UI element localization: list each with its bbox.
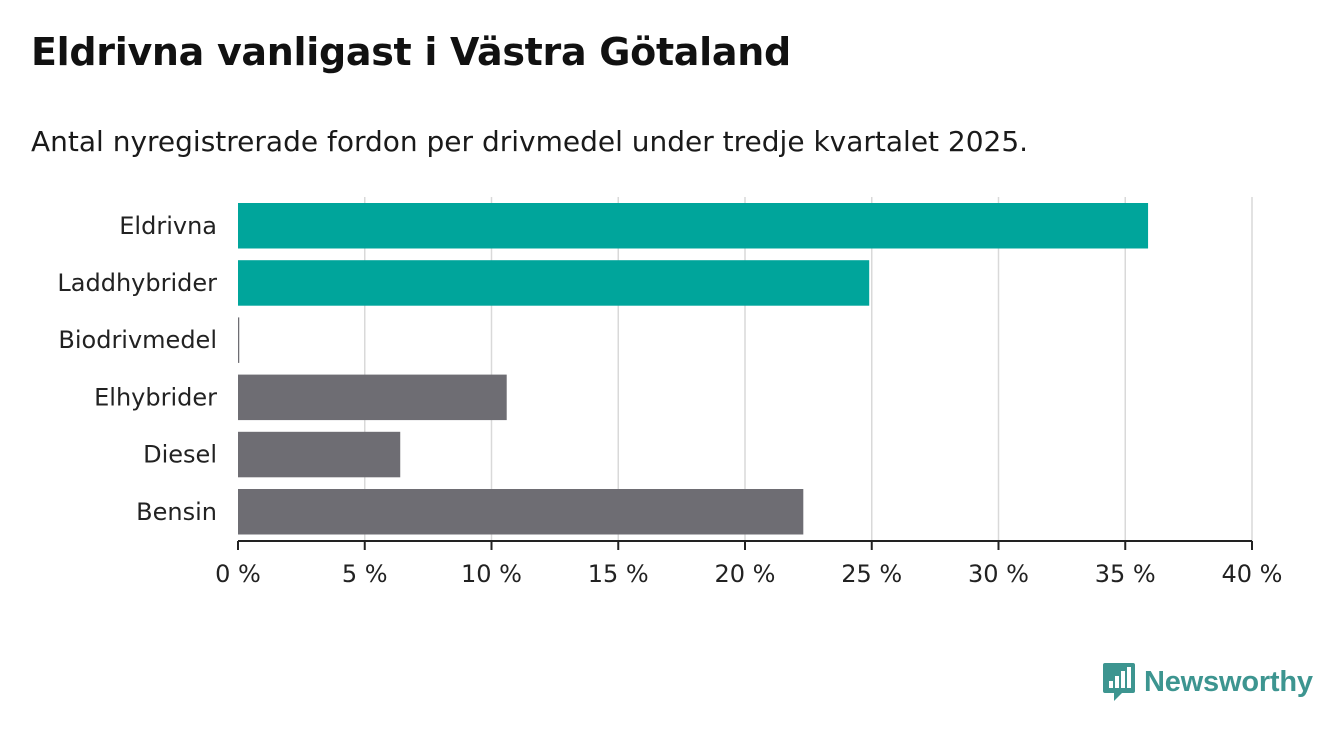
x-tick-label: 10 % [461, 560, 522, 588]
x-tick-label: 35 % [1095, 560, 1156, 588]
bar [238, 203, 1149, 249]
x-tick-label: 40 % [1222, 560, 1283, 588]
chart-title: Eldrivna vanligast i Västra Götaland [31, 30, 791, 74]
category-label: Bensin [136, 498, 217, 526]
x-tick-label: 15 % [588, 560, 649, 588]
x-tick-label: 5 % [342, 560, 388, 588]
bar [238, 431, 401, 478]
bar [238, 374, 507, 421]
bar [238, 489, 804, 535]
bar [238, 317, 240, 363]
category-label: Biodrivmedel [58, 326, 217, 354]
x-tick-label: 20 % [715, 560, 776, 588]
bar [238, 260, 870, 306]
category-label: Eldrivna [119, 212, 217, 240]
chart-subtitle: Antal nyregistrerade fordon per drivmede… [31, 125, 1029, 158]
category-label: Laddhybrider [57, 269, 217, 297]
x-tick-label: 25 % [841, 560, 902, 588]
brand-name: Newsworthy [1144, 665, 1313, 698]
newsworthy-logo-icon [1103, 663, 1135, 701]
category-label: Diesel [143, 441, 217, 469]
category-label: Elhybrider [94, 383, 217, 411]
x-tick-label: 30 % [968, 560, 1029, 588]
newsworthy-brand: Newsworthy [1102, 661, 1313, 703]
x-tick-label: 0 % [215, 560, 261, 588]
